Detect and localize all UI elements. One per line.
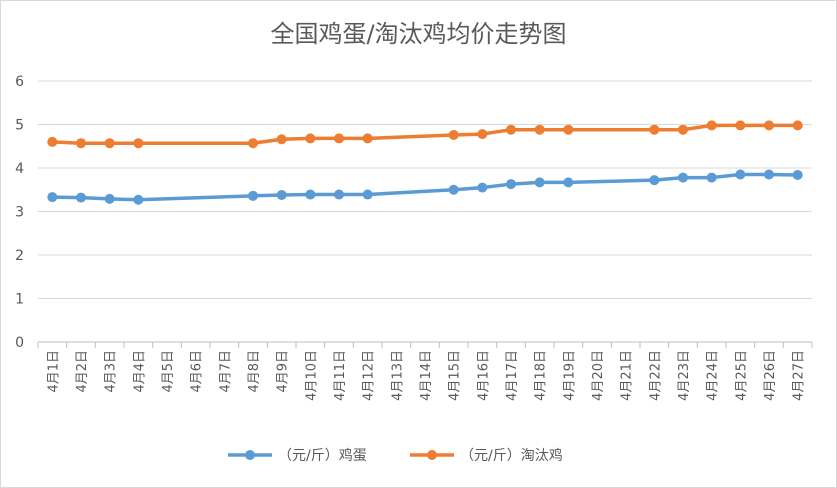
data-point	[47, 192, 58, 203]
data-point	[563, 177, 574, 188]
data-point	[305, 133, 316, 144]
data-point	[735, 169, 746, 180]
data-point	[76, 192, 86, 203]
data-point	[276, 189, 287, 200]
data-point	[534, 177, 545, 188]
x-tick-label: 4月26日	[763, 350, 778, 401]
y-tick-label: 4	[15, 161, 24, 177]
x-tick-label: 4月10日	[304, 350, 319, 401]
data-point	[706, 172, 717, 183]
x-tick-label: 4月3日	[104, 350, 119, 393]
data-point	[448, 184, 459, 195]
data-point	[76, 138, 86, 149]
data-point	[248, 138, 258, 149]
data-point	[563, 124, 574, 135]
series-lines	[47, 120, 803, 205]
legend-label: （元/斤）淘汰鸡	[460, 447, 563, 464]
x-tick-label: 4月2日	[75, 350, 90, 393]
data-point	[792, 120, 803, 131]
data-point	[506, 179, 516, 190]
y-tick-label: 5	[15, 118, 24, 134]
legend-label: （元/斤）鸡蛋	[278, 447, 367, 464]
data-point	[649, 175, 660, 186]
x-tick-label: 4月20日	[591, 350, 606, 401]
data-point	[104, 193, 115, 204]
gridlines	[38, 80, 812, 343]
x-tick-label: 4月17日	[505, 350, 520, 401]
y-axis: 0 1 2 3 4 5 6	[15, 74, 24, 351]
x-axis: 4月1日 4月2日 4月3日 4月4日 4月5日 4月6日 4月7日 4月8日 4月9日 4月10…	[37, 342, 813, 401]
y-tick-label: 1	[15, 292, 24, 308]
data-point	[248, 190, 258, 201]
data-point	[133, 194, 144, 205]
data-point	[334, 133, 344, 144]
series-1	[47, 169, 803, 205]
data-point	[764, 120, 774, 131]
data-point	[305, 189, 316, 200]
data-point	[334, 189, 344, 200]
x-tick-label: 4月16日	[476, 350, 491, 401]
x-tick-label: 4月7日	[218, 350, 233, 393]
data-point	[649, 124, 660, 135]
legend-marker	[245, 450, 255, 460]
x-tick-label: 4月9日	[276, 350, 291, 393]
y-tick-label: 3	[15, 205, 24, 221]
x-tick-label: 4月4日	[132, 350, 147, 393]
x-tick-label: 4月22日	[648, 350, 663, 401]
x-tick-label: 4月24日	[706, 350, 721, 401]
data-point	[706, 120, 717, 131]
y-tick-label: 6	[15, 74, 24, 90]
x-tick-label: 4月8日	[247, 350, 262, 393]
data-point	[133, 138, 144, 149]
data-point	[678, 124, 688, 135]
data-point	[477, 129, 488, 140]
legend: （元/斤）鸡蛋 （元/斤）淘汰鸡	[228, 447, 563, 464]
x-tick-label: 4月19日	[562, 350, 577, 401]
y-tick-label: 0	[15, 335, 24, 351]
x-tick-label: 4月25日	[734, 350, 749, 401]
x-tick-label: 4月27日	[792, 350, 807, 401]
chart-title: 全国鸡蛋/淘汰鸡均价走势图	[270, 20, 567, 48]
legend-marker	[427, 450, 437, 460]
data-point	[362, 133, 373, 144]
x-tick-label: 4月18日	[534, 350, 549, 401]
data-point	[276, 134, 287, 145]
data-point	[792, 169, 803, 180]
data-point	[764, 169, 774, 180]
x-tick-label: 4月5日	[161, 350, 176, 393]
x-tick-label: 4月6日	[190, 350, 205, 393]
data-point	[678, 172, 688, 183]
data-point	[448, 129, 459, 140]
data-point	[735, 120, 746, 131]
x-tick-label: 4月15日	[448, 350, 463, 401]
x-tick-label: 4月1日	[46, 350, 61, 393]
legend-item: （元/斤）淘汰鸡	[410, 447, 563, 464]
y-tick-label: 2	[15, 248, 24, 264]
data-point	[104, 138, 115, 149]
data-point	[362, 189, 373, 200]
legend-item: （元/斤）鸡蛋	[228, 447, 367, 464]
data-point	[47, 136, 58, 147]
x-tick-label: 4月14日	[419, 350, 434, 401]
x-tick-label: 4月21日	[620, 350, 635, 401]
data-point	[534, 124, 545, 135]
x-tick-label: 4月23日	[677, 350, 692, 401]
x-tick-label: 4月13日	[390, 350, 405, 401]
data-point	[477, 182, 488, 193]
x-tick-label: 4月11日	[333, 350, 348, 401]
x-tick-label: 4月12日	[362, 350, 377, 401]
data-point	[506, 124, 516, 135]
series-2	[47, 120, 803, 149]
